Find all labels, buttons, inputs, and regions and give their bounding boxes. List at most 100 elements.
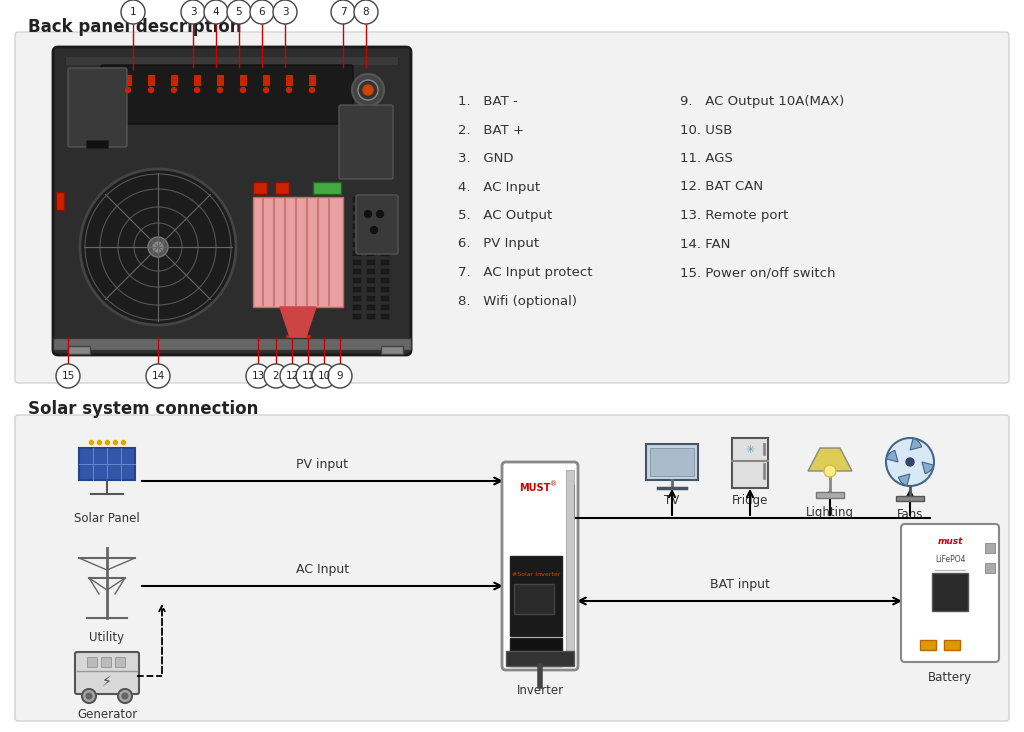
Bar — [367, 287, 375, 292]
Bar — [381, 233, 389, 238]
Text: 5.   AC Output: 5. AC Output — [458, 209, 552, 222]
Circle shape — [250, 0, 274, 24]
FancyBboxPatch shape — [339, 105, 393, 179]
Circle shape — [82, 689, 96, 703]
Bar — [353, 287, 361, 292]
Text: 3: 3 — [189, 7, 197, 17]
Text: 13. Remote port: 13. Remote port — [680, 209, 788, 222]
Bar — [381, 314, 389, 319]
Bar — [367, 251, 375, 256]
Bar — [147, 74, 155, 86]
Bar — [367, 215, 375, 220]
Circle shape — [331, 0, 355, 24]
Text: 9.   AC Output 10A(MAX): 9. AC Output 10A(MAX) — [680, 95, 844, 108]
Bar — [87, 657, 97, 667]
Text: 7: 7 — [340, 7, 346, 17]
Bar — [253, 197, 343, 307]
Text: 7.   AC Input protect: 7. AC Input protect — [458, 266, 593, 279]
Circle shape — [126, 88, 130, 92]
Text: 15. Power on/off switch: 15. Power on/off switch — [680, 266, 836, 279]
Bar — [816, 492, 844, 498]
Wedge shape — [922, 462, 934, 474]
Bar — [170, 74, 178, 86]
Text: Battery: Battery — [928, 671, 972, 684]
Bar — [239, 74, 247, 86]
Bar — [985, 563, 995, 573]
Bar — [367, 269, 375, 274]
Bar — [353, 278, 361, 283]
Circle shape — [358, 80, 378, 100]
Bar — [115, 657, 125, 667]
FancyBboxPatch shape — [53, 47, 411, 355]
Bar — [367, 314, 375, 319]
Bar — [353, 251, 361, 256]
Circle shape — [886, 438, 934, 486]
Bar — [68, 346, 90, 354]
Bar — [353, 269, 361, 274]
Text: PV input: PV input — [297, 458, 348, 471]
Bar — [313, 182, 341, 194]
Circle shape — [146, 364, 170, 388]
Text: 5: 5 — [236, 7, 243, 17]
Circle shape — [296, 364, 319, 388]
FancyBboxPatch shape — [502, 462, 578, 670]
Circle shape — [217, 88, 222, 92]
Wedge shape — [910, 438, 922, 450]
Text: 3.   GND: 3. GND — [458, 152, 513, 165]
Circle shape — [352, 74, 384, 106]
Bar — [932, 573, 968, 611]
Text: 11: 11 — [301, 371, 314, 381]
Text: ®: ® — [550, 481, 557, 487]
Bar — [381, 260, 389, 265]
Circle shape — [362, 85, 373, 95]
Bar — [353, 296, 361, 301]
Circle shape — [148, 237, 168, 257]
Circle shape — [263, 88, 268, 92]
Text: Generator: Generator — [77, 708, 137, 721]
FancyBboxPatch shape — [15, 32, 1009, 383]
Circle shape — [287, 88, 292, 92]
Bar — [514, 584, 554, 614]
Text: Solar system connection: Solar system connection — [28, 400, 258, 418]
Text: Lighting: Lighting — [806, 506, 854, 519]
Text: 15: 15 — [61, 371, 75, 381]
Bar — [381, 224, 389, 229]
Bar — [896, 496, 924, 501]
Bar — [381, 251, 389, 256]
Bar — [510, 638, 562, 666]
Bar — [367, 296, 375, 301]
Wedge shape — [887, 450, 898, 462]
Bar — [646, 444, 698, 480]
Bar — [216, 74, 224, 86]
Text: 8: 8 — [362, 7, 370, 17]
Circle shape — [906, 458, 914, 466]
Bar — [66, 57, 398, 65]
Wedge shape — [898, 474, 910, 485]
Polygon shape — [280, 307, 316, 337]
Bar — [367, 233, 375, 238]
Bar — [381, 242, 389, 247]
FancyBboxPatch shape — [101, 65, 353, 124]
Bar — [367, 278, 375, 283]
Circle shape — [312, 364, 336, 388]
Bar — [367, 206, 375, 211]
Bar — [86, 140, 108, 148]
Circle shape — [56, 364, 80, 388]
Text: Utility: Utility — [89, 631, 125, 644]
Text: 12: 12 — [286, 371, 299, 381]
Circle shape — [122, 693, 128, 699]
Bar — [308, 74, 316, 86]
Circle shape — [280, 364, 304, 388]
Polygon shape — [808, 448, 852, 471]
Bar — [367, 224, 375, 229]
Text: 10. USB: 10. USB — [680, 124, 732, 136]
Circle shape — [246, 364, 270, 388]
Text: BAT input: BAT input — [710, 578, 769, 591]
Bar — [367, 260, 375, 265]
Bar — [381, 269, 389, 274]
FancyBboxPatch shape — [356, 195, 398, 254]
Bar — [732, 438, 768, 488]
Bar — [944, 640, 961, 650]
Circle shape — [227, 0, 251, 24]
Bar — [381, 287, 389, 292]
